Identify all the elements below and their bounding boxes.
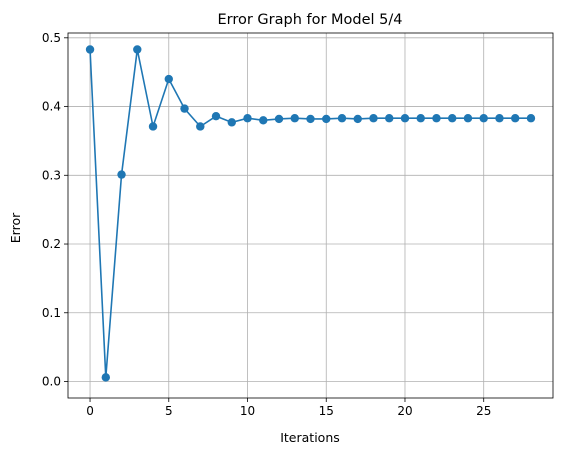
x-tick-label: 15	[319, 404, 334, 418]
error-data-point	[369, 114, 378, 123]
x-tick-label: 20	[397, 404, 412, 418]
error-series-line	[89, 49, 531, 378]
x-tick-label: 5	[165, 404, 173, 418]
error-data-point	[227, 118, 236, 127]
error-data-point	[337, 114, 347, 123]
y-tick-label: 0.2	[42, 237, 61, 251]
error-data-point	[432, 114, 441, 123]
series-layer	[85, 45, 536, 382]
error-data-point	[196, 122, 205, 131]
error-data-point	[101, 373, 110, 382]
error-data-point	[353, 114, 362, 124]
axis-ticks: 0 5 10 15 20 25 0.0 0.1 0.2 0.3 0.4 0.5	[42, 31, 491, 418]
x-tick-label: 25	[476, 404, 491, 418]
error-data-point	[133, 45, 142, 54]
x-tick-label: 0	[86, 404, 94, 418]
error-data-point	[495, 114, 504, 123]
x-tick-label: 10	[240, 404, 255, 418]
y-tick-label: 0.0	[42, 375, 61, 389]
y-tick-label: 0.1	[42, 306, 61, 320]
error-data-point	[259, 116, 268, 125]
error-data-point	[180, 104, 189, 113]
error-data-point	[448, 114, 457, 123]
error-data-point	[243, 114, 252, 123]
y-tick-label: 0.3	[42, 168, 61, 182]
error-data-point	[526, 114, 536, 123]
error-data-point	[463, 114, 473, 123]
error-data-point	[306, 114, 315, 124]
y-axis-label: Error	[8, 212, 23, 243]
error-data-point	[322, 114, 331, 124]
error-data-point	[274, 114, 284, 124]
chart-title: Error Graph for Model 5/4	[217, 12, 402, 28]
error-data-point	[117, 170, 126, 179]
plot-frame	[67, 32, 554, 399]
grid-lines	[68, 33, 553, 398]
error-data-point	[164, 74, 173, 84]
error-data-point	[211, 111, 221, 121]
x-axis-label: Iterations	[280, 430, 340, 445]
y-tick-label: 0.4	[42, 100, 61, 114]
y-tick-label: 0.5	[42, 31, 61, 45]
error-data-point	[511, 114, 520, 123]
error-data-point	[400, 114, 410, 123]
error-data-point	[416, 114, 425, 123]
error-data-point	[148, 122, 158, 131]
error-data-point	[479, 114, 488, 123]
error-data-point	[385, 114, 394, 123]
error-data-point	[85, 45, 95, 54]
error-data-point	[290, 114, 299, 123]
